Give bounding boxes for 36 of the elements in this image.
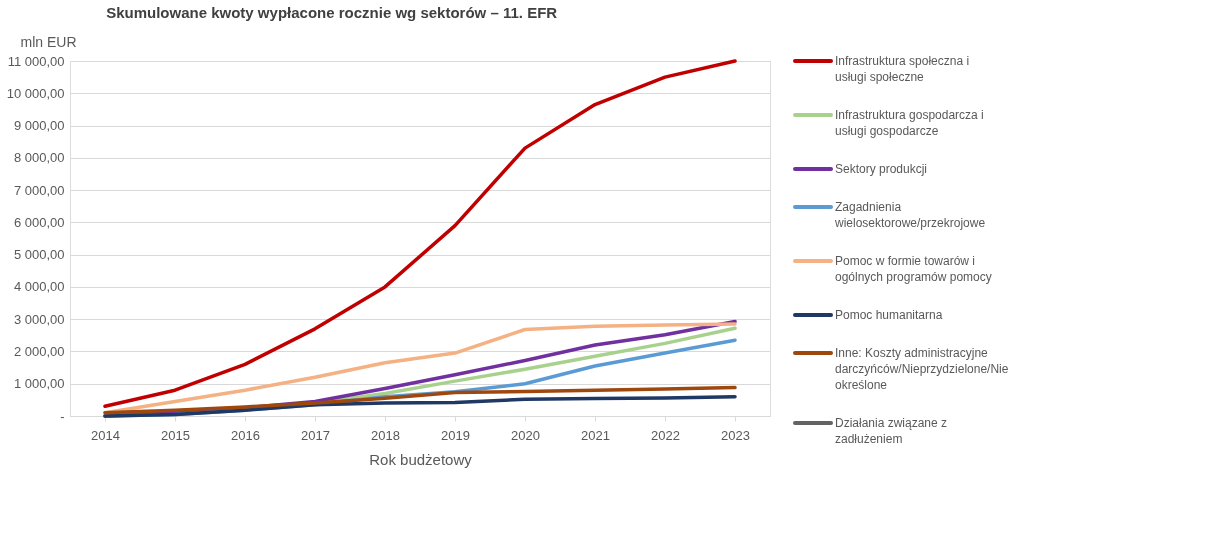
x-tick-label: 2023	[721, 427, 750, 443]
y-tick-label: 4 000,00	[13, 279, 65, 295]
legend-label: Pomoc w formie towarów i ogólnych programów pomocy	[835, 254, 992, 284]
y-tick-label: 5 000,00	[13, 247, 65, 263]
x-tick-label: 2022	[651, 427, 680, 443]
y-tick-label: 11 000,00	[7, 53, 65, 69]
legend-label: Inne: Koszty administracyjne darczyńców/Nieprzydzielone/Nie określone	[835, 346, 1009, 392]
x-axis-title: Rok budżetowy	[369, 450, 473, 468]
legend-label: Pomoc humanitarna	[835, 308, 943, 322]
legend-label: Sektory produkcji	[835, 162, 928, 176]
y-tick-label: 7 000,00	[13, 182, 65, 198]
line-series	[103, 59, 737, 409]
line-series	[103, 385, 737, 415]
x-tick-label: 2019	[441, 427, 470, 443]
legend-label: Zagadnienia wielosektorowe/przekrojowe	[834, 200, 986, 230]
legend-label: Infrastruktura społeczna i usługi społeczne	[835, 54, 970, 84]
x-tick-label: 2015	[161, 427, 190, 443]
x-tick-label: 2016	[231, 427, 260, 443]
line-series	[103, 394, 737, 418]
y-tick-label: 8 000,00	[13, 150, 65, 166]
x-tick-label: 2020	[511, 427, 540, 443]
x-tick-label: 2018	[371, 427, 400, 443]
y-tick-label: -	[60, 408, 65, 424]
y-tick-label: 2 000,00	[13, 343, 65, 359]
y-tick-label: 10 000,00	[6, 85, 65, 101]
y-tick-label: 9 000,00	[13, 118, 65, 134]
legend-label: Działania związane z zadłużeniem	[835, 416, 948, 446]
y-axis-title: mln EUR	[20, 33, 77, 50]
legend-label: Infrastruktura gospodarcza i usługi gospodarcze	[835, 108, 984, 138]
x-tick-label: 2017	[301, 427, 330, 443]
y-tick-label: 6 000,00	[13, 214, 65, 230]
x-tick-label: 2021	[581, 427, 610, 443]
y-tick-label: 1 000,00	[13, 376, 65, 392]
x-tick-label: 2014	[91, 427, 120, 443]
chart-title: Skumulowane kwoty wypłacone rocznie wg sektorów – 11. EFR	[106, 4, 558, 21]
y-tick-label: 3 000,00	[13, 311, 65, 327]
